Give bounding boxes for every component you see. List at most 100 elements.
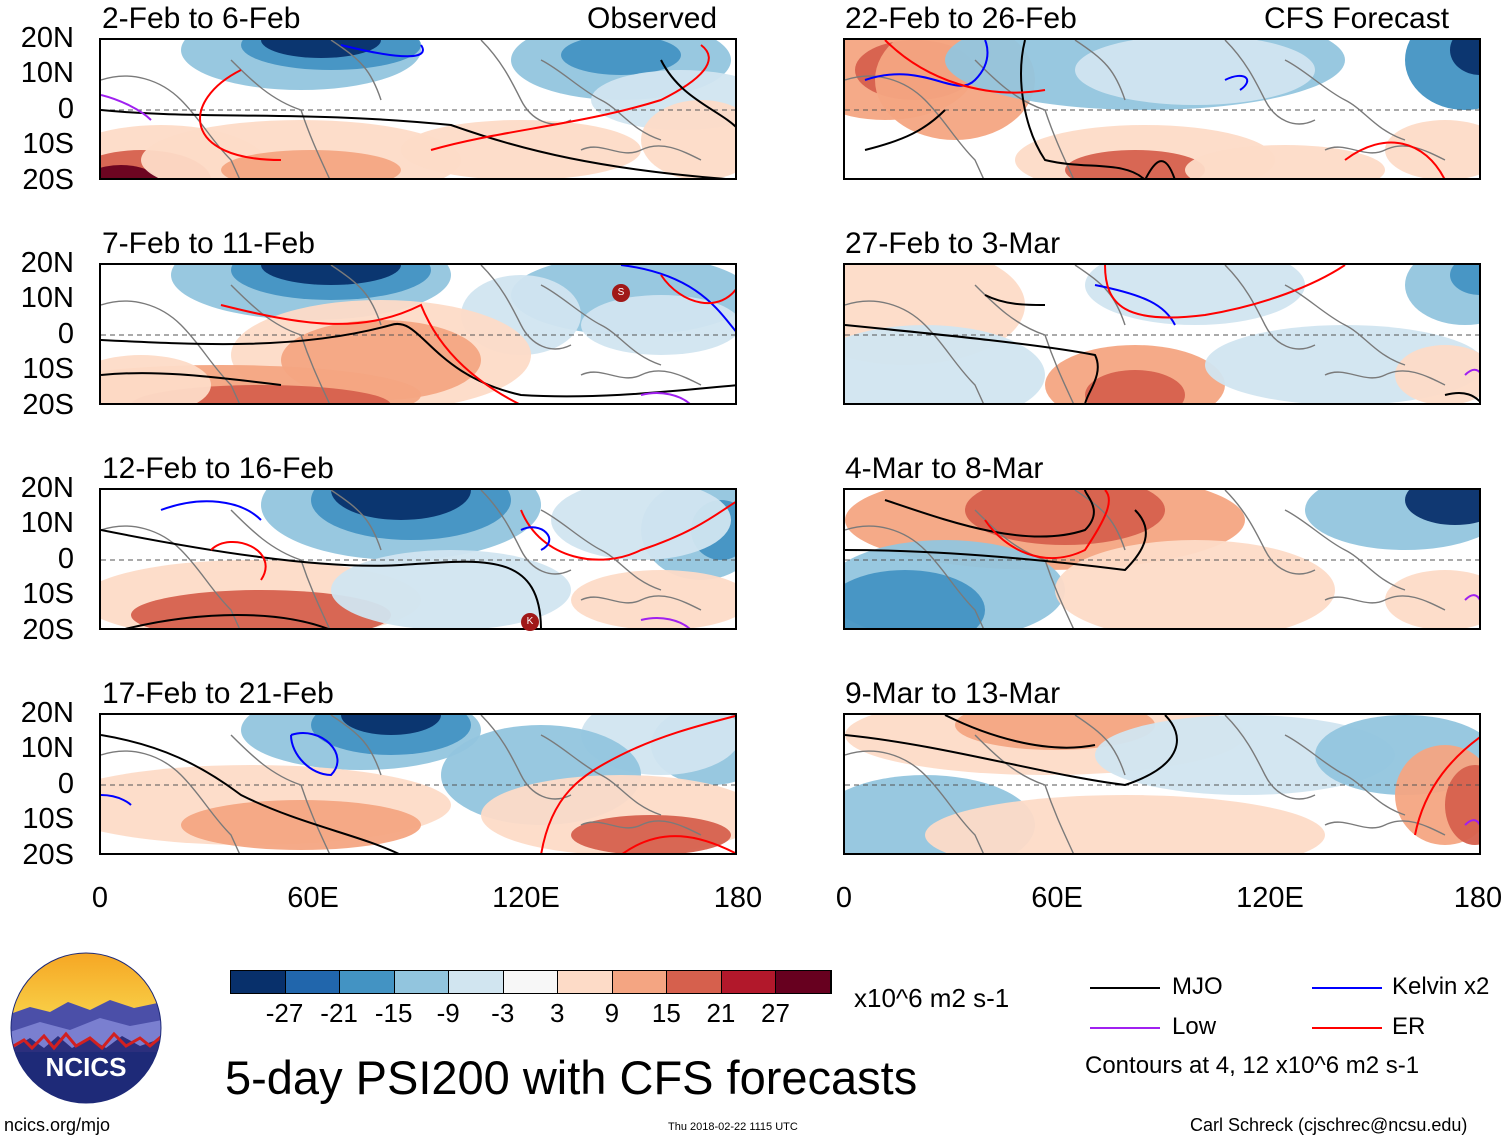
colorbar-tick-label: -3: [491, 998, 515, 1028]
wave-contour: [660, 59, 735, 128]
coastline: [1074, 715, 1126, 776]
psi-anomaly-shading: [1085, 265, 1305, 325]
psi-anomaly-shading: [261, 265, 401, 285]
coastline: [540, 284, 662, 366]
lat-tick-label: 0: [57, 93, 74, 125]
lat-tick-label: 10S: [22, 578, 74, 610]
colorbar-tick-label: 27: [760, 998, 790, 1028]
psi-anomaly-shading: [581, 295, 735, 355]
psi-anomaly-shading: [1405, 490, 1479, 525]
psi-anomaly-shading: [221, 150, 401, 178]
map-panel-left-4: [99, 713, 737, 855]
coastline: [101, 525, 240, 628]
wave-contour: [125, 614, 329, 628]
wave-contour: [845, 715, 1178, 787]
map-panel-right-3: [843, 488, 1481, 630]
lat-tick-label: 10N: [20, 507, 74, 539]
colorbar-tick-label: -21: [320, 998, 358, 1028]
coastline: [330, 40, 382, 101]
panel-period-title: 4-Mar to 8-Mar: [845, 452, 1044, 485]
coastline: [1224, 40, 1316, 125]
coastline: [1224, 715, 1316, 800]
colorbar-tick-label: 3: [550, 998, 565, 1028]
coastline: [540, 734, 662, 816]
wave-contour: [430, 44, 710, 151]
coastline: [1324, 820, 1446, 836]
coastline: [230, 509, 330, 628]
coastline: [330, 715, 382, 776]
psi-anomaly-shading: [401, 120, 641, 178]
colorbar-cell: [285, 971, 341, 993]
psi-anomaly-shading: [641, 100, 735, 178]
wave-contour: [101, 734, 400, 853]
lat-tick-label: 20N: [20, 697, 74, 729]
coastline: [230, 284, 330, 403]
colorbar-cell: [612, 971, 668, 993]
wave-contour: [1020, 40, 1145, 178]
lat-tick-label: 20S: [22, 839, 74, 871]
psi-anomaly-shading: [561, 40, 681, 75]
panel-period-title: 7-Feb to 11-Feb: [102, 227, 315, 260]
psi-anomaly-shading: [1095, 715, 1395, 795]
wave-contour: [884, 490, 1095, 538]
psi-anomaly-shading: [1395, 345, 1479, 403]
wave-contour: [640, 392, 691, 403]
wave-contour: [1414, 736, 1479, 836]
map-plot: [845, 40, 1479, 178]
psi-anomaly-shading: [1075, 40, 1315, 105]
wave-contour: [622, 835, 735, 853]
coastline: [1074, 40, 1126, 101]
wave-contour: [984, 294, 1046, 306]
map-panel-left-2: [99, 263, 737, 405]
psi-anomaly-shading: [1450, 40, 1479, 75]
coastline: [1224, 265, 1316, 350]
map-panel-left-3: [99, 488, 737, 630]
wave-contour: [160, 500, 262, 521]
legend-line-kelvin: [1312, 987, 1382, 989]
colorbar-tick-label: 21: [706, 998, 736, 1028]
coastline: [1324, 370, 1446, 386]
wave-contour: [101, 794, 132, 806]
wave-contour: [1104, 265, 1346, 319]
main-title: 5-day PSI200 with CFS forecasts: [225, 1051, 918, 1104]
colorbar-cell: [394, 971, 450, 993]
storm-marker-s: S: [612, 284, 630, 302]
lat-tick-label: 20N: [20, 472, 74, 504]
wave-contour: [640, 617, 691, 628]
coastline: [101, 300, 240, 403]
coastline: [1284, 59, 1406, 141]
map-panel-right-2: [843, 263, 1481, 405]
lat-tick-label: 20S: [22, 389, 74, 421]
psi-anomaly-shading: [845, 570, 985, 628]
coastline: [580, 595, 702, 611]
coastline: [974, 284, 1074, 403]
coastline: [845, 750, 984, 853]
psi-anomaly-shading: [845, 325, 1045, 403]
lat-tick-label: 10S: [22, 128, 74, 160]
lat-tick-label: 10N: [20, 732, 74, 764]
lon-tick-label: 60E: [1031, 882, 1083, 914]
psi-anomaly-shading: [1185, 145, 1385, 178]
wave-contour: [884, 40, 1046, 94]
colorbar-tick-label: 15: [651, 998, 681, 1028]
colorbar-tick-label: 9: [604, 998, 620, 1028]
coastline: [580, 145, 702, 161]
map-panel-right-4: [843, 713, 1481, 855]
colorbar-tick-label: -9: [436, 998, 460, 1028]
psi-anomaly-shading: [341, 715, 441, 735]
panel-period-title: 27-Feb to 3-Mar: [845, 227, 1061, 260]
legend-label-er: ER: [1392, 1013, 1426, 1040]
colorbar-cell: [231, 971, 286, 993]
coastline: [1224, 490, 1316, 575]
map-plot: [845, 265, 1479, 403]
wave-contour: [864, 40, 989, 87]
coastline: [480, 490, 572, 575]
wave-contour: [101, 529, 542, 628]
legend-line-low: [1090, 1027, 1160, 1029]
map-plot: [101, 40, 735, 178]
colorbar-cell: [558, 971, 613, 993]
lon-tick-label: 180: [713, 882, 763, 914]
psi-anomaly-shading: [925, 795, 1325, 853]
coastline: [1324, 595, 1446, 611]
lat-tick-label: 10S: [22, 803, 74, 835]
